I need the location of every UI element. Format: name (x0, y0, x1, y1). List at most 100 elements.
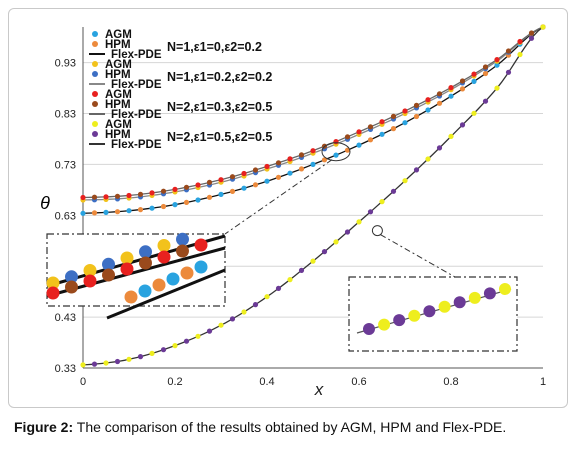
series-3-marker (275, 160, 282, 166)
series-3-marker (103, 194, 109, 200)
legend-annotation: N=2,ε1=0.5,ε2=0.5 (167, 130, 272, 144)
series-3-marker (448, 85, 454, 91)
inset-marker (438, 300, 451, 313)
series-4-marker (114, 358, 121, 365)
figure-caption: Figure 2: The comparison of the results … (14, 418, 570, 436)
series-4-marker (517, 51, 523, 58)
series-3-marker (528, 30, 535, 36)
series-3-marker (229, 174, 236, 180)
x-tick-label: 0.8 (443, 376, 458, 388)
series-1-marker (264, 178, 270, 184)
legend-marker (92, 71, 98, 77)
legend-marker (92, 61, 98, 67)
inset-marker (180, 266, 194, 280)
series-3-marker (310, 148, 316, 154)
series-1-marker (218, 191, 224, 197)
inset-marker (65, 280, 78, 294)
zoom-inset-left (46, 232, 226, 320)
series-1-marker (356, 142, 362, 148)
series-4-marker (172, 343, 178, 349)
series-3-marker (206, 179, 213, 185)
inset-marker (102, 268, 115, 282)
series-1-marker (126, 208, 132, 214)
zoom-leader (224, 159, 333, 235)
series-1-marker (172, 202, 178, 208)
zoom-marker (371, 225, 383, 237)
series-1-marker (471, 78, 477, 84)
series-3-marker (241, 170, 247, 177)
inset-layer (46, 142, 518, 352)
series-3-marker (425, 97, 431, 103)
inset-marker (423, 305, 436, 318)
inset-marker (176, 232, 189, 246)
legend-label: Flex-PDE (111, 49, 162, 61)
inset-marker (194, 260, 208, 274)
series-1-marker (229, 188, 236, 194)
x-tick-label: 0.6 (351, 376, 366, 388)
series-3-marker (505, 48, 512, 54)
series-4-marker (448, 133, 454, 139)
inset-marker (120, 251, 134, 265)
caption-label: Figure 2: (14, 419, 74, 435)
series-3-marker (367, 124, 374, 130)
x-tick-label: 0.4 (259, 376, 274, 388)
legend: AGMHPMFlex-PDEN=1,ε1=0,ε2=0.2AGMHPMFlex-… (89, 29, 272, 151)
series-1-marker (390, 126, 397, 132)
series-4-marker (333, 239, 339, 245)
series-4-marker (321, 249, 328, 255)
inset-marker (46, 286, 60, 300)
series-3-marker (137, 191, 144, 197)
series-4-marker (459, 122, 466, 128)
legend-label: HPM (105, 39, 131, 51)
legend-label: AGM (105, 59, 132, 71)
inset-marker (408, 309, 421, 322)
y-tick-label: 0.73 (55, 159, 76, 171)
series-4-marker (103, 360, 109, 366)
series-3-marker (402, 108, 408, 114)
legend-annotation: N=2,ε1=0.3,ε2=0.5 (167, 100, 272, 114)
x-tick-label: 0 (80, 376, 86, 388)
inset-marker (393, 314, 406, 327)
series-3-marker (252, 167, 259, 173)
inset-marker (157, 250, 171, 264)
series-1-marker (402, 120, 408, 126)
series-3-marker (183, 184, 190, 190)
series-3-marker (172, 186, 178, 192)
series-4-marker (482, 98, 489, 104)
series-4-marker (344, 229, 351, 235)
series-4-marker (390, 188, 397, 194)
y-tick-label: 0.33 (55, 363, 76, 375)
x-tick-label: 0.2 (167, 376, 182, 388)
series-4-marker (126, 356, 132, 362)
legend-label: AGM (105, 89, 132, 101)
legend-label: HPM (105, 69, 131, 81)
series-4-marker (367, 209, 374, 215)
inset-marker (157, 239, 171, 252)
series-1-marker (252, 182, 259, 188)
series-4-marker (252, 302, 259, 308)
x-tick-labels: 0 0.2 0.4 0.6 0.8 1 (80, 376, 546, 388)
series-4-marker (137, 354, 144, 360)
series-4-marker (264, 294, 270, 300)
figure-frame: 0.330.430.530.630.730.830.93 00.20.40.60… (8, 8, 568, 408)
legend-label: Flex-PDE (111, 109, 162, 121)
series-4-marker (149, 350, 155, 356)
inset-marker (499, 283, 511, 295)
series-4-marker (80, 362, 86, 368)
series-4-marker (413, 167, 420, 173)
series-4-marker (183, 338, 190, 344)
y-tick-labels: 0.330.430.530.630.730.830.93 (55, 58, 76, 375)
inset-marker (124, 290, 138, 304)
inset-line (106, 268, 226, 320)
legend-annotation: N=1,ε1=0,ε2=0.2 (167, 40, 262, 54)
x-tick-label: 1 (540, 376, 546, 388)
series-1-marker (321, 157, 328, 163)
inset-marker (138, 284, 152, 298)
x-axis-label: x (314, 380, 324, 399)
series-1-marker (91, 210, 98, 216)
legend-marker (92, 31, 98, 37)
series-3-marker (91, 194, 98, 200)
series-4-marker (494, 85, 500, 91)
legend-annotation: N=1,ε1=0.2,ε2=0.2 (167, 70, 272, 84)
